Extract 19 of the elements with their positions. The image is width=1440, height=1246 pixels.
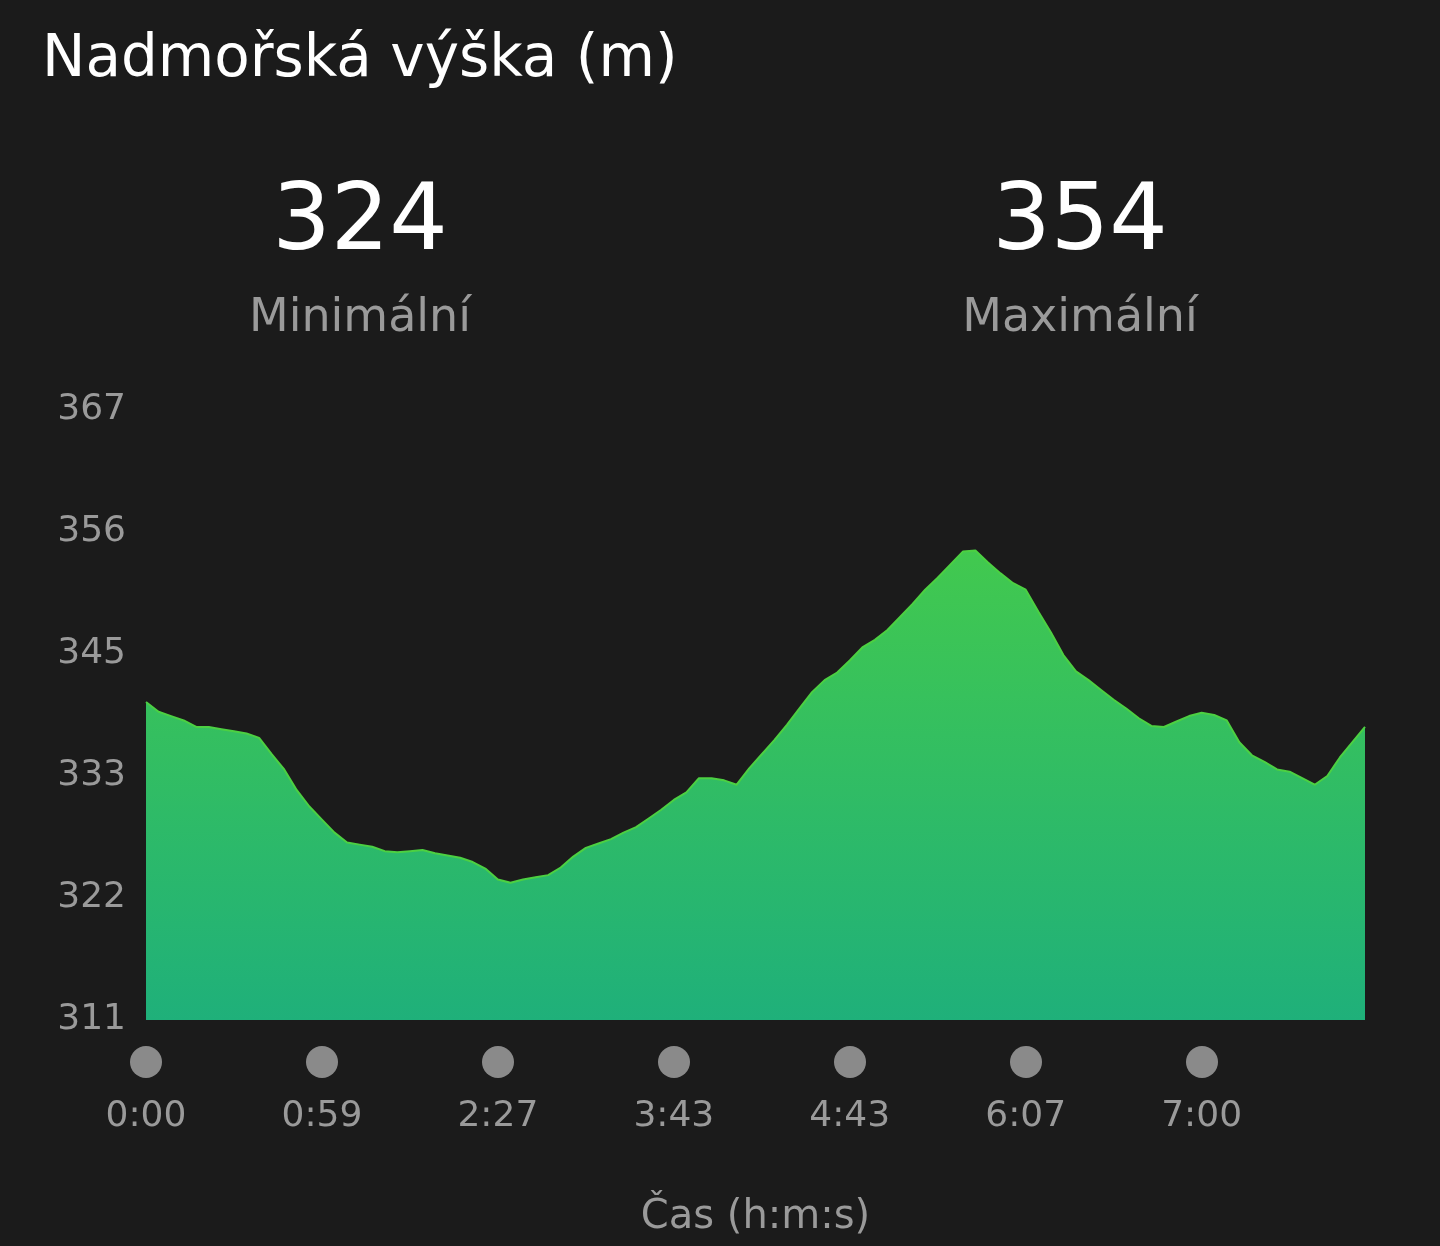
- text: Minimální: [247, 288, 473, 342]
- y-tick-label: 322: [57, 874, 126, 916]
- text: Maximální: [961, 288, 1200, 342]
- x-tick-label: 2:27: [457, 1092, 539, 1134]
- y-tick-label: 367: [57, 386, 126, 428]
- text: 324: [271, 164, 449, 271]
- x-tick-label: 0:00: [105, 1092, 187, 1134]
- x-tick-label: 6:07: [985, 1092, 1067, 1134]
- y-tick-label: 345: [57, 630, 126, 672]
- chart-title: Nadmořská výška (m): [42, 22, 678, 90]
- text: 354: [991, 164, 1169, 271]
- x-tick-label: 3:43: [633, 1092, 715, 1134]
- y-tick-label: 333: [57, 752, 126, 794]
- x-axis-title: Čas (h:m:s): [640, 1190, 871, 1238]
- y-tick-label: 311: [57, 996, 126, 1038]
- x-tick-label: 4:43: [809, 1092, 891, 1134]
- x-tick-label: 0:59: [281, 1092, 363, 1134]
- x-tick-label: 7:00: [1161, 1092, 1243, 1134]
- y-tick-label: 356: [57, 508, 126, 550]
